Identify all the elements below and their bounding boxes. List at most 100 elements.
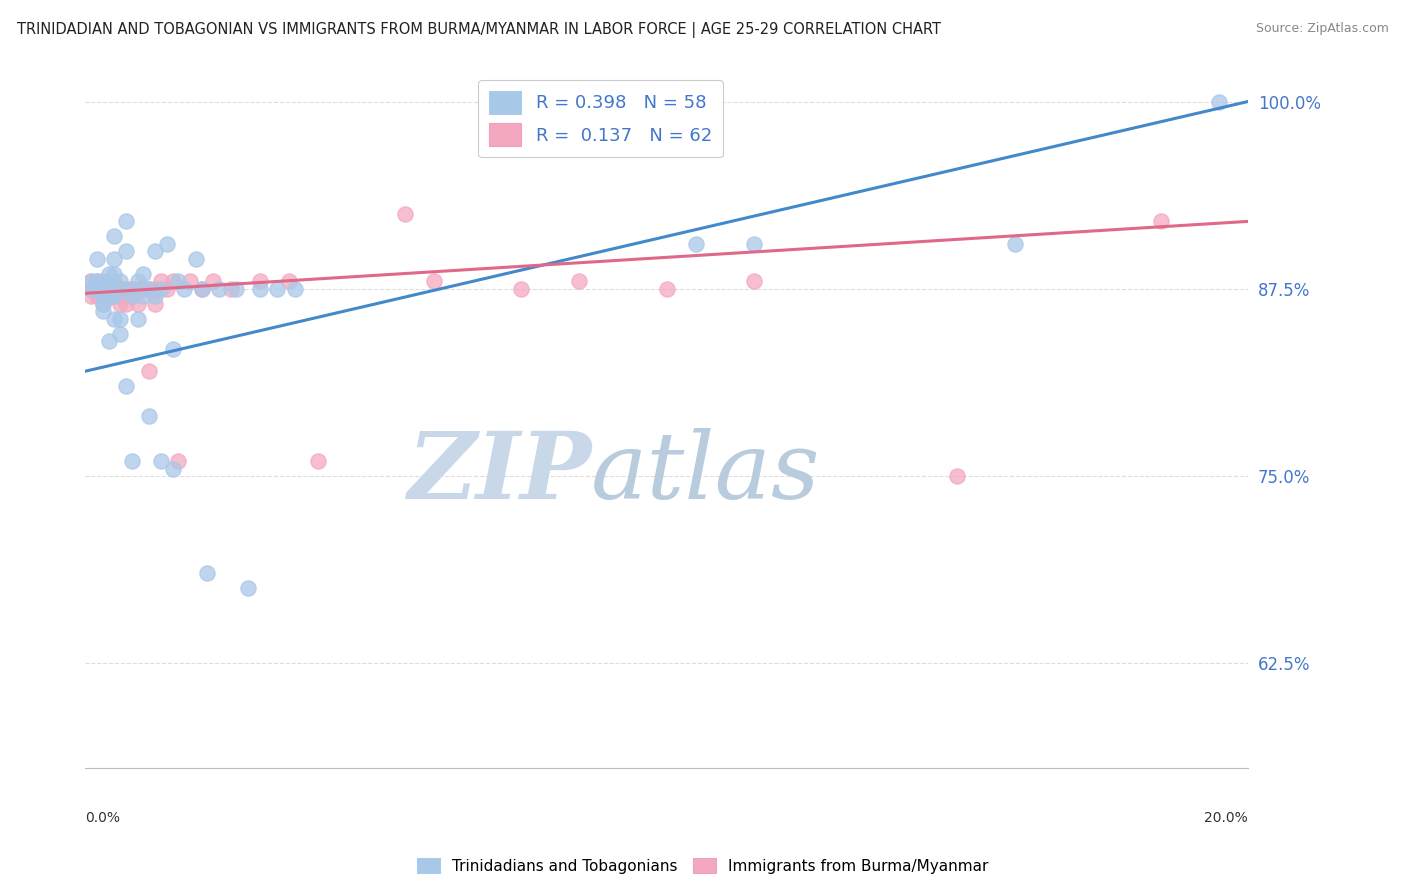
Point bbox=[202, 274, 225, 288]
Point bbox=[103, 267, 125, 281]
Point bbox=[91, 289, 114, 303]
Point bbox=[91, 282, 114, 296]
Point bbox=[284, 282, 307, 296]
Point bbox=[225, 282, 247, 296]
Point bbox=[97, 289, 120, 303]
Point bbox=[91, 274, 114, 288]
Point bbox=[127, 282, 149, 296]
Point bbox=[108, 282, 131, 296]
Point bbox=[97, 282, 120, 296]
Point bbox=[236, 582, 259, 596]
Point bbox=[108, 282, 131, 296]
Point bbox=[91, 282, 114, 296]
Point bbox=[1150, 214, 1173, 228]
Point bbox=[190, 282, 212, 296]
Point bbox=[115, 282, 138, 296]
Point bbox=[143, 289, 166, 303]
Point bbox=[103, 274, 125, 288]
Point bbox=[91, 289, 114, 303]
Point bbox=[127, 311, 149, 326]
Point bbox=[184, 252, 207, 266]
Point bbox=[121, 454, 143, 468]
Point bbox=[108, 326, 131, 341]
Point bbox=[97, 282, 120, 296]
Point bbox=[86, 282, 108, 296]
Point bbox=[108, 282, 131, 296]
Point bbox=[208, 282, 231, 296]
Point bbox=[97, 267, 120, 281]
Text: 20.0%: 20.0% bbox=[1204, 811, 1249, 824]
Point bbox=[103, 252, 125, 266]
Point bbox=[249, 282, 271, 296]
Point bbox=[742, 236, 765, 251]
Point bbox=[108, 311, 131, 326]
Point bbox=[80, 274, 103, 288]
Point bbox=[97, 282, 120, 296]
Point bbox=[423, 274, 446, 288]
Point bbox=[103, 289, 125, 303]
Point bbox=[173, 282, 195, 296]
Point bbox=[91, 282, 114, 296]
Point bbox=[568, 274, 591, 288]
Point bbox=[103, 289, 125, 303]
Point bbox=[162, 342, 184, 356]
Point bbox=[97, 334, 120, 349]
Point bbox=[149, 282, 172, 296]
Legend: R = 0.398   N = 58, R =  0.137   N = 62: R = 0.398 N = 58, R = 0.137 N = 62 bbox=[478, 80, 723, 157]
Point bbox=[121, 289, 143, 303]
Point bbox=[80, 282, 103, 296]
Point bbox=[86, 282, 108, 296]
Point bbox=[946, 469, 969, 483]
Point bbox=[121, 282, 143, 296]
Point bbox=[190, 282, 212, 296]
Point bbox=[115, 244, 138, 259]
Point bbox=[138, 282, 160, 296]
Point bbox=[115, 282, 138, 296]
Point bbox=[127, 282, 149, 296]
Point bbox=[91, 297, 114, 311]
Point bbox=[86, 282, 108, 296]
Point bbox=[91, 297, 114, 311]
Point bbox=[195, 566, 218, 581]
Text: ZIP: ZIP bbox=[406, 427, 591, 517]
Point bbox=[91, 282, 114, 296]
Text: 0.0%: 0.0% bbox=[86, 811, 121, 824]
Point bbox=[103, 229, 125, 244]
Text: atlas: atlas bbox=[591, 427, 821, 517]
Point bbox=[167, 274, 190, 288]
Point bbox=[143, 297, 166, 311]
Point bbox=[249, 274, 271, 288]
Point bbox=[115, 214, 138, 228]
Point bbox=[121, 282, 143, 296]
Point bbox=[121, 289, 143, 303]
Text: TRINIDADIAN AND TOBAGONIAN VS IMMIGRANTS FROM BURMA/MYANMAR IN LABOR FORCE | AGE: TRINIDADIAN AND TOBAGONIAN VS IMMIGRANTS… bbox=[17, 22, 941, 38]
Point bbox=[127, 274, 149, 288]
Point bbox=[127, 297, 149, 311]
Point bbox=[97, 282, 120, 296]
Point bbox=[156, 282, 179, 296]
Point bbox=[108, 274, 131, 288]
Point bbox=[219, 282, 242, 296]
Point bbox=[86, 282, 108, 296]
Point bbox=[156, 236, 179, 251]
Point bbox=[685, 236, 707, 251]
Point bbox=[80, 274, 103, 288]
Point bbox=[143, 282, 166, 296]
Point bbox=[1208, 95, 1230, 109]
Point bbox=[162, 461, 184, 475]
Point bbox=[80, 282, 103, 296]
Point bbox=[510, 282, 533, 296]
Point bbox=[121, 282, 143, 296]
Point bbox=[307, 454, 329, 468]
Point bbox=[149, 274, 172, 288]
Point bbox=[108, 297, 131, 311]
Point bbox=[108, 282, 131, 296]
Point bbox=[103, 282, 125, 296]
Point bbox=[97, 289, 120, 303]
Point bbox=[132, 267, 155, 281]
Point bbox=[149, 454, 172, 468]
Point bbox=[86, 274, 108, 288]
Point bbox=[132, 282, 155, 296]
Point bbox=[108, 289, 131, 303]
Point bbox=[179, 274, 201, 288]
